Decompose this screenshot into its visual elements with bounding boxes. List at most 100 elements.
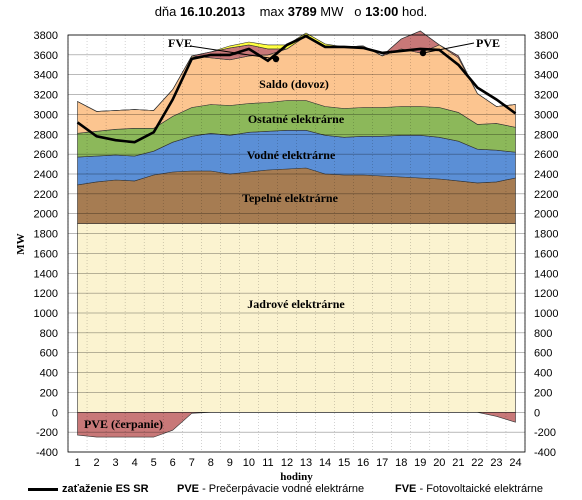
y-tick-label-right: 3600: [534, 50, 558, 62]
annotation-label: Vodné elektrárne: [247, 148, 336, 162]
x-tick-label: 19: [414, 457, 426, 469]
y-tick-label-left: 3600: [34, 50, 58, 62]
title-date: 16.10.2013: [180, 4, 246, 19]
load-line: [76, 34, 517, 144]
title-max-label: max: [259, 4, 285, 19]
y-tick-label-left: 800: [40, 328, 58, 340]
title-time-suffix: hod.: [401, 4, 428, 19]
y-tick-label-left: 3200: [34, 90, 58, 102]
x-tick-label: 16: [357, 457, 369, 469]
x-tick-label: 11: [262, 457, 273, 469]
legend-fve: FVE - Fotovoltaické elektrárne: [395, 483, 543, 495]
y-tick-label-left: 600: [40, 348, 58, 360]
y-tick-label-left: 200: [40, 387, 58, 399]
y-tick-label-right: 0: [534, 407, 540, 419]
title-prefix: dňa: [154, 4, 177, 19]
x-tick-label: 24: [509, 457, 521, 469]
y-tick-label-left: -200: [36, 427, 58, 439]
y-tick-label-right: 200: [534, 387, 552, 399]
x-tick-label: 12: [281, 457, 293, 469]
x-tick-label: 2: [94, 457, 100, 469]
annotation-label: PVE: [476, 36, 500, 50]
y-tick-label-left: 2400: [34, 169, 58, 181]
y-tick-label-right: 3400: [534, 70, 558, 82]
y-tick-label-right: 3000: [534, 109, 558, 121]
y-tick-label-left: 1200: [34, 288, 58, 300]
x-tick-label: 5: [151, 457, 157, 469]
title-time-prefix: o: [354, 4, 362, 19]
y-tick-label-right: 2000: [534, 209, 558, 221]
y-tick-label-left: 1000: [34, 308, 58, 320]
legend-pve-text: - Prečerpávacie vodné elektrárne: [202, 483, 365, 495]
legend-pve-abbr: PVE: [177, 483, 200, 495]
x-tick-label: 8: [208, 457, 214, 469]
x-tick-label: 18: [395, 457, 407, 469]
legend-load-label: zaťaženie ES SR: [62, 483, 149, 495]
x-tick-label: 20: [433, 457, 445, 469]
y-tick-label-left: 3800: [34, 30, 58, 42]
pve-leader-dot: [419, 49, 427, 57]
x-tick-label: 14: [319, 457, 331, 469]
y-tick-label-left: -400: [36, 447, 58, 459]
x-tick-label: 21: [452, 457, 464, 469]
legend-load: zaťaženie ES SR: [28, 483, 149, 495]
legend-load-swatch: [28, 487, 58, 491]
y-tick-label-right: 400: [534, 368, 552, 380]
y-tick-label-left: 2000: [34, 209, 58, 221]
pve-leader-line: [422, 42, 475, 54]
plot-border: [67, 34, 526, 453]
title-max-unit: MW: [320, 4, 344, 19]
x-tick-label: 7: [189, 457, 195, 469]
y-tick-label-left: 0: [52, 407, 58, 419]
x-tick-label: 15: [338, 457, 350, 469]
y-tick-label-right: 1800: [534, 229, 558, 241]
fve-leader-dot: [272, 55, 280, 63]
annotation-label: Ostatné elektrárne: [248, 112, 345, 126]
y-tick-label-left: 3400: [34, 70, 58, 82]
y-tick-label-right: 2400: [534, 169, 558, 181]
legend-fve-text: - Fotovoltaické elektrárne: [419, 483, 543, 495]
x-tick-label: 22: [471, 457, 483, 469]
legend-pve: PVE - Prečerpávacie vodné elektrárne: [177, 483, 364, 495]
y-axis-title: MW: [15, 233, 27, 254]
annotation-label: Jadrové elektrárne: [247, 297, 345, 311]
y-tick-label-left: 400: [40, 368, 58, 380]
x-tick-label: 1: [74, 457, 80, 469]
y-tick-label-right: 2200: [534, 189, 558, 201]
y-tick-label-right: 2800: [534, 129, 558, 141]
y-tick-label-left: 2200: [34, 189, 58, 201]
x-tick-label: 3: [113, 457, 119, 469]
legend-fve-abbr: FVE: [395, 483, 417, 495]
x-tick-label: 6: [170, 457, 176, 469]
y-tick-label-right: 1000: [534, 308, 558, 320]
x-tick-label: 4: [132, 457, 138, 469]
annotation-label: Saldo (dovoz): [259, 77, 329, 91]
y-tick-label-left: 2600: [34, 149, 58, 161]
fve-leader-line: [189, 45, 277, 60]
y-tick-label-left: 1600: [34, 248, 58, 260]
y-tick-label-right: -400: [534, 447, 556, 459]
y-tick-label-right: 1400: [534, 268, 558, 280]
annotation-label: Tepelné elektrárne: [242, 191, 339, 205]
x-tick-label: 10: [243, 457, 255, 469]
chart-title: dňa 16.10.2013 max 3789 MW o 13:00 hod.: [0, 4, 582, 19]
annotation-label: PVE (čerpanie): [84, 417, 163, 431]
x-tick-label: 23: [490, 457, 502, 469]
y-tick-label-right: 600: [534, 348, 552, 360]
y-tick-label-right: -200: [534, 427, 556, 439]
title-max-value: 3789: [287, 4, 317, 19]
area-6: [77, 30, 516, 112]
x-axis-title: hodiny: [280, 471, 313, 483]
x-tick-label: 9: [227, 457, 233, 469]
y-tick-label-left: 3000: [34, 109, 58, 121]
x-tick-label: 17: [376, 457, 388, 469]
title-time: 13:00: [365, 4, 399, 19]
y-tick-label-left: 1400: [34, 268, 58, 280]
y-tick-label-left: 2800: [34, 129, 58, 141]
annotation-label: FVE: [168, 36, 192, 50]
y-tick-label-right: 1200: [534, 288, 558, 300]
y-tick-label-right: 3200: [534, 90, 558, 102]
y-tick-label-right: 800: [534, 328, 552, 340]
